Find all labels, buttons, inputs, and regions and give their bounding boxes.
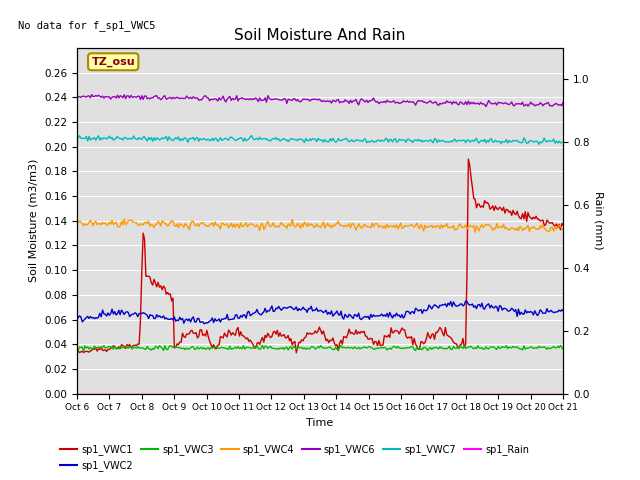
sp1_VWC4 — [120, 216, 128, 222]
sp1_Rain — [218, 391, 226, 396]
sp1_VWC4 — [73, 219, 81, 225]
sp1_VWC3 — [287, 344, 294, 349]
Line: sp1_VWC4: sp1_VWC4 — [77, 219, 563, 232]
sp1_VWC2 — [287, 304, 294, 310]
sp1_VWC1 — [559, 222, 567, 228]
sp1_VWC4 — [236, 225, 243, 231]
sp1_VWC6 — [88, 92, 95, 97]
Line: sp1_VWC6: sp1_VWC6 — [77, 95, 563, 107]
sp1_Rain — [285, 391, 293, 396]
sp1_Rain — [132, 391, 140, 396]
sp1_VWC2 — [236, 315, 243, 321]
sp1_VWC4 — [287, 223, 294, 228]
sp1_VWC3 — [244, 345, 252, 350]
sp1_VWC6 — [535, 102, 543, 108]
X-axis label: Time: Time — [307, 418, 333, 428]
sp1_VWC2 — [535, 311, 543, 316]
sp1_VWC1 — [234, 324, 242, 330]
sp1_VWC2 — [220, 316, 227, 322]
sp1_VWC6 — [236, 96, 243, 102]
sp1_VWC1 — [243, 336, 250, 342]
Legend: sp1_VWC1, sp1_VWC2, sp1_VWC3, sp1_VWC4, sp1_VWC6, sp1_VWC7, sp1_Rain: sp1_VWC1, sp1_VWC2, sp1_VWC3, sp1_VWC4, … — [56, 441, 533, 475]
Line: sp1_VWC7: sp1_VWC7 — [77, 135, 563, 144]
Y-axis label: Soil Moisture (m3/m3): Soil Moisture (m3/m3) — [28, 159, 38, 283]
sp1_VWC2 — [200, 321, 208, 326]
sp1_VWC6 — [559, 99, 567, 105]
sp1_VWC3 — [559, 347, 567, 352]
sp1_VWC7 — [535, 142, 543, 147]
sp1_VWC7 — [218, 138, 226, 144]
sp1_VWC7 — [243, 138, 250, 144]
sp1_VWC3 — [73, 345, 81, 351]
sp1_VWC6 — [73, 96, 81, 102]
sp1_VWC1 — [218, 334, 226, 340]
sp1_VWC6 — [482, 104, 490, 109]
Line: sp1_VWC3: sp1_VWC3 — [77, 346, 563, 351]
sp1_VWC4 — [471, 229, 479, 235]
sp1_VWC3 — [134, 344, 141, 349]
Text: TZ_osu: TZ_osu — [92, 57, 135, 67]
Line: sp1_VWC1: sp1_VWC1 — [77, 159, 563, 353]
sp1_VWC2 — [462, 298, 470, 304]
sp1_VWC2 — [244, 309, 252, 315]
sp1_VWC1 — [292, 350, 300, 356]
Y-axis label: Rain (mm): Rain (mm) — [593, 192, 604, 250]
sp1_Rain — [532, 391, 540, 396]
sp1_Rain — [559, 391, 567, 396]
sp1_Rain — [243, 391, 250, 396]
sp1_VWC2 — [132, 311, 140, 317]
sp1_VWC1 — [285, 338, 293, 344]
sp1_Rain — [234, 391, 242, 396]
sp1_VWC2 — [73, 316, 81, 322]
sp1_VWC4 — [220, 220, 227, 226]
sp1_Rain — [73, 391, 81, 396]
sp1_VWC7 — [559, 139, 567, 145]
sp1_VWC4 — [134, 222, 141, 228]
Text: No data for f_sp1_VWC5: No data for f_sp1_VWC5 — [19, 20, 156, 31]
sp1_VWC7 — [73, 137, 81, 143]
sp1_VWC1 — [73, 349, 81, 355]
sp1_VWC3 — [534, 345, 541, 351]
sp1_VWC4 — [535, 227, 543, 232]
sp1_VWC3 — [220, 345, 227, 351]
sp1_VWC7 — [234, 136, 242, 142]
sp1_VWC6 — [244, 96, 252, 102]
sp1_VWC7 — [132, 136, 140, 142]
sp1_VWC2 — [559, 308, 567, 314]
sp1_VWC3 — [557, 343, 564, 348]
sp1_VWC4 — [244, 224, 252, 230]
Line: sp1_VWC2: sp1_VWC2 — [77, 301, 563, 324]
sp1_VWC1 — [465, 156, 472, 162]
sp1_VWC6 — [220, 93, 227, 99]
sp1_VWC1 — [535, 216, 543, 222]
sp1_VWC7 — [248, 132, 255, 138]
sp1_VWC7 — [287, 136, 294, 142]
sp1_VWC3 — [80, 348, 88, 354]
sp1_VWC1 — [132, 343, 140, 348]
sp1_VWC6 — [287, 97, 294, 103]
sp1_VWC7 — [534, 139, 541, 144]
sp1_VWC6 — [134, 93, 141, 99]
Title: Soil Moisture And Rain: Soil Moisture And Rain — [234, 28, 406, 43]
sp1_VWC4 — [559, 227, 567, 233]
sp1_VWC3 — [236, 346, 243, 351]
